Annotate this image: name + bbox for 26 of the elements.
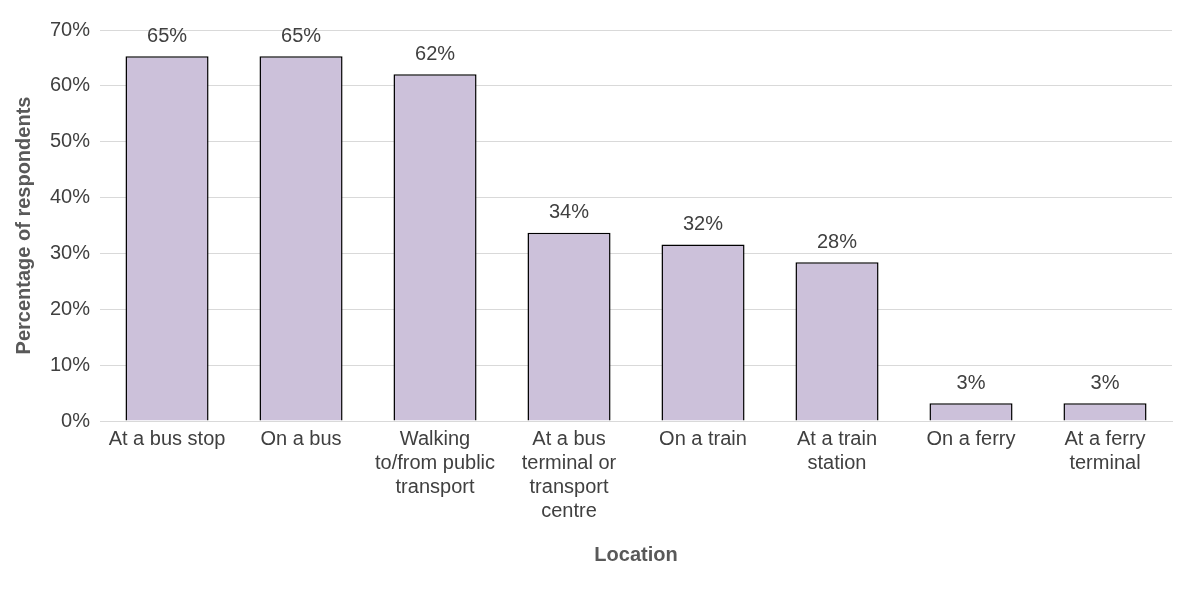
data-label: 3%: [956, 370, 986, 393]
x-tick-label: At a ferry terminal: [1064, 426, 1146, 473]
y-tick-label: 60%: [50, 73, 91, 96]
y-tick-label: 30%: [50, 240, 91, 263]
data-label: 3%: [1090, 370, 1120, 393]
y-tick-label: 10%: [50, 352, 91, 375]
x-tick-label: On a ferry: [926, 426, 1016, 449]
y-tick-label: 70%: [50, 17, 91, 40]
x-tick-label: On a bus: [260, 426, 342, 449]
data-label: 34%: [549, 200, 590, 223]
x-tick-label: At a train station: [796, 426, 878, 473]
data-label: 32%: [683, 212, 724, 235]
x-tick-label: On a train: [659, 426, 747, 449]
y-tick-label: 40%: [50, 185, 91, 208]
y-tick-label: 50%: [50, 129, 91, 152]
y-axis-title: Percentage of respondents: [11, 96, 34, 355]
data-label: 62%: [415, 41, 456, 64]
y-tick-label: 20%: [50, 296, 91, 319]
x-tick-label: Walking to/from public transport: [374, 426, 496, 497]
data-label: 65%: [147, 23, 188, 46]
x-tick-label: At a bus terminal or transport centre: [521, 426, 617, 521]
data-label: 65%: [281, 23, 322, 46]
x-axis-title: Location: [594, 542, 678, 565]
data-label: 28%: [816, 229, 858, 252]
x-tick-label: At a bus stop: [108, 426, 226, 449]
y-tick-label: 0%: [61, 408, 91, 431]
